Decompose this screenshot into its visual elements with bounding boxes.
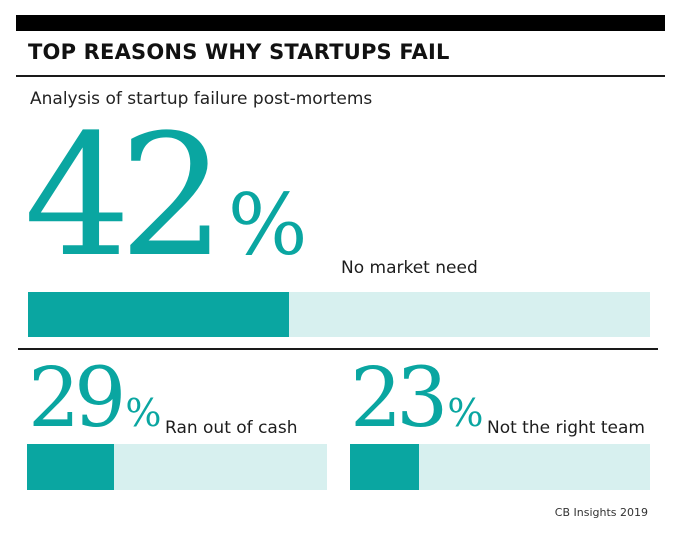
bar-fill-ran-out-of-cash — [27, 444, 114, 490]
page-subtitle: Analysis of startup failure post-mortems — [30, 89, 373, 109]
percent-sign: % — [447, 391, 484, 435]
percent-sign: % — [227, 176, 308, 274]
title-divider — [16, 75, 665, 77]
stat-not-the-right-team-value: 23% — [350, 358, 483, 440]
stat-value-number: 42 — [24, 98, 226, 294]
stat-no-market-need-value: 42% — [24, 112, 308, 280]
bar-track-not-the-right-team — [350, 444, 650, 490]
stat-ran-out-of-cash-value: 29% — [28, 358, 161, 440]
page-title: TOP REASONS WHY STARTUPS FAIL — [28, 40, 450, 64]
bar-fill-not-the-right-team — [350, 444, 419, 490]
section-divider — [18, 348, 658, 350]
source-credit: CB Insights 2019 — [554, 506, 648, 519]
stat-not-the-right-team-label: Not the right team — [487, 418, 645, 438]
percent-sign: % — [125, 391, 162, 435]
bar-track-ran-out-of-cash — [27, 444, 327, 490]
top-accent-bar — [16, 15, 665, 31]
stat-value-number: 29 — [28, 351, 126, 446]
bar-fill-no-market-need — [28, 292, 290, 337]
bar-track-no-market-need — [28, 292, 650, 337]
stat-value-number: 23 — [350, 351, 448, 446]
stat-no-market-need-label: No market need — [341, 258, 478, 278]
stat-ran-out-of-cash-label: Ran out of cash — [165, 418, 298, 438]
